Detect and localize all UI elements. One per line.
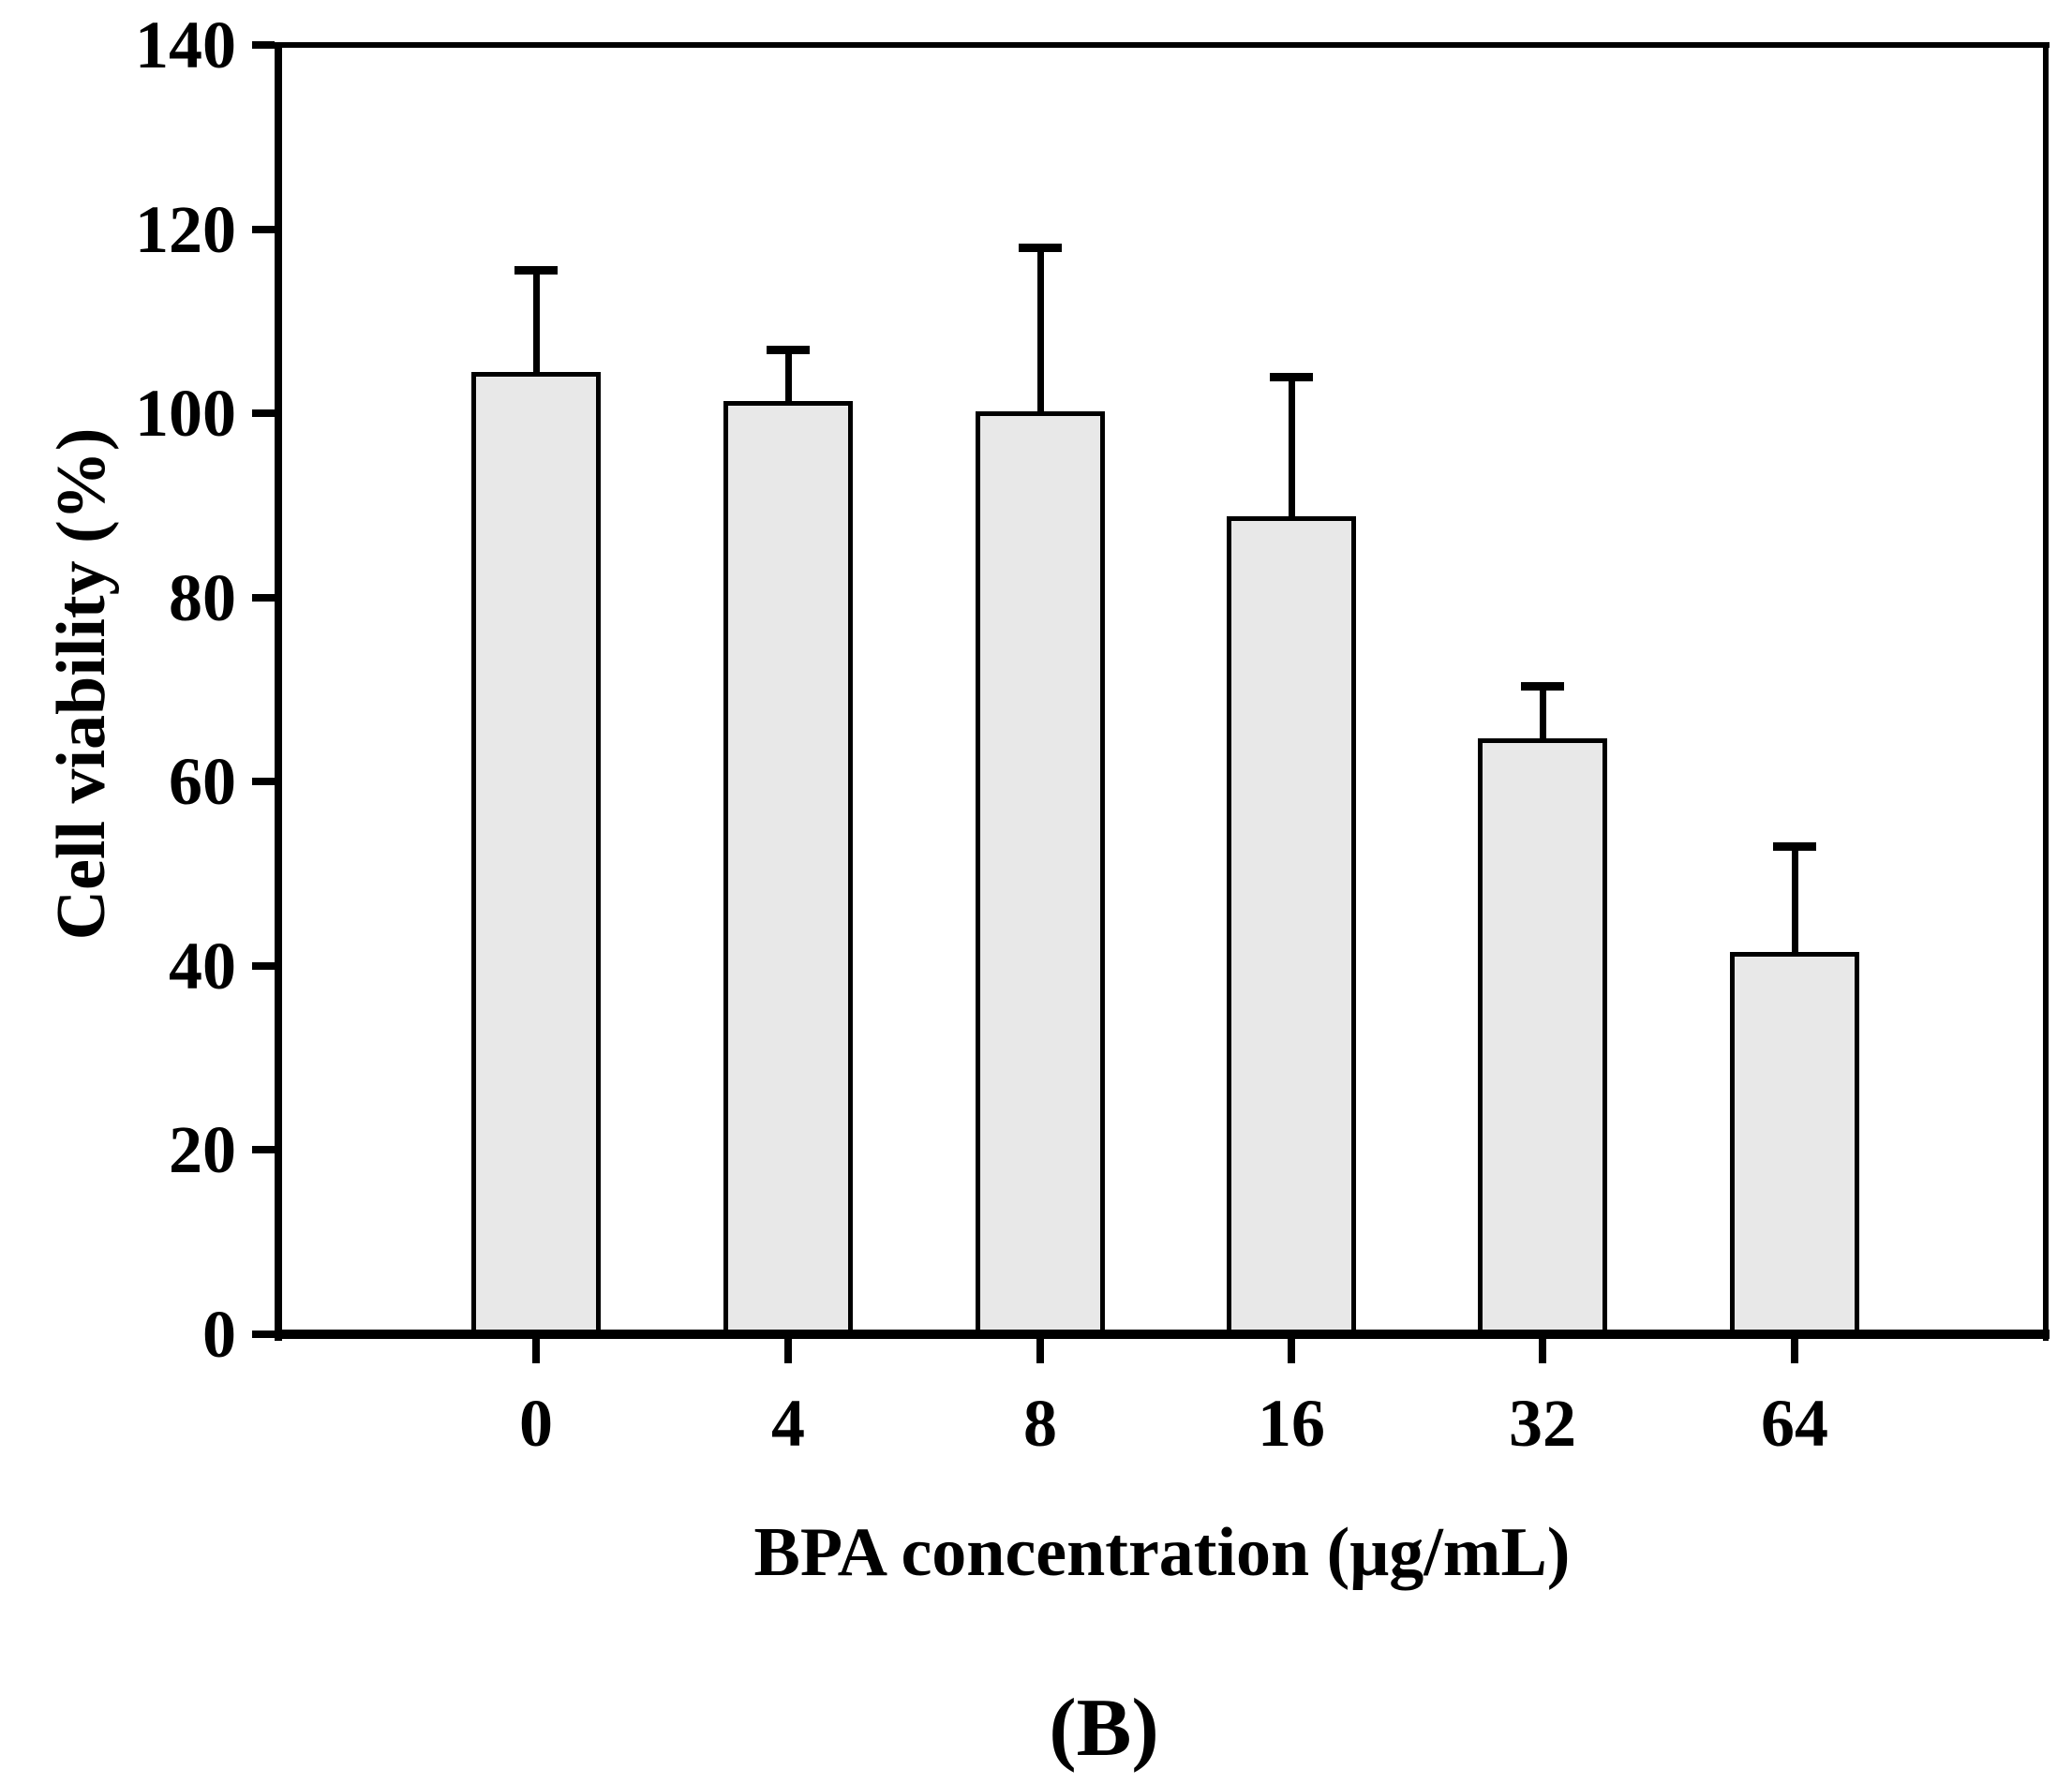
error-bar-stem	[1288, 376, 1295, 555]
x-tick-label: 32	[1509, 1386, 1576, 1461]
y-tick-label: 0	[202, 1297, 236, 1372]
x-tick-label: 4	[771, 1386, 805, 1461]
y-tick-label: 60	[169, 744, 236, 820]
x-tick-label: 8	[1023, 1386, 1057, 1461]
x-tick	[1036, 1339, 1044, 1363]
error-bar-stem	[1539, 686, 1546, 777]
y-tick	[252, 41, 275, 49]
x-tick	[532, 1339, 540, 1363]
error-bar-stem	[1036, 247, 1044, 450]
y-axis-title: Cell viability (%)	[43, 427, 120, 941]
error-bar-cap	[767, 346, 810, 355]
bar	[723, 401, 853, 1334]
y-tick	[252, 1331, 275, 1338]
y-tick	[252, 593, 275, 602]
bar	[1227, 516, 1356, 1334]
bar	[1478, 738, 1607, 1334]
y-tick-label: 40	[169, 928, 236, 1004]
error-bar-cap	[1270, 372, 1313, 381]
x-tick	[1539, 1339, 1546, 1363]
error-bar-cap	[514, 265, 558, 275]
y-tick	[252, 1146, 275, 1154]
x-tick	[784, 1339, 792, 1363]
error-bar-cap	[1773, 842, 1816, 852]
x-axis-line	[275, 1330, 2050, 1339]
error-bar-stem	[784, 349, 792, 439]
x-tick-label: 64	[1761, 1386, 1828, 1461]
panel-caption: (B)	[1049, 1683, 1159, 1774]
y-tick	[252, 409, 275, 418]
error-bar-cap	[1019, 244, 1062, 253]
y-tick	[252, 778, 275, 786]
error-bar-cap	[1521, 682, 1564, 691]
x-tick	[1288, 1339, 1295, 1363]
plot-top-border	[275, 42, 2050, 48]
bar	[1730, 952, 1859, 1334]
x-tick-label: 16	[1258, 1386, 1325, 1461]
y-tick-label: 80	[169, 559, 236, 635]
x-tick	[1791, 1339, 1798, 1363]
y-axis-line	[275, 42, 282, 1341]
y-tick-label: 20	[169, 1112, 236, 1188]
y-tick-label: 100	[135, 376, 236, 452]
y-tick	[252, 961, 275, 970]
bar	[471, 371, 601, 1334]
y-tick-label: 120	[135, 191, 236, 267]
bar	[976, 411, 1105, 1334]
plot-right-border	[2043, 42, 2049, 1341]
x-tick-label: 0	[519, 1386, 553, 1461]
y-tick-label: 140	[135, 7, 236, 82]
y-tick	[252, 225, 275, 233]
error-bar-stem	[1791, 846, 1798, 990]
error-bar-stem	[532, 269, 540, 409]
x-axis-title: BPA concentration (μg/mL)	[753, 1514, 1571, 1591]
